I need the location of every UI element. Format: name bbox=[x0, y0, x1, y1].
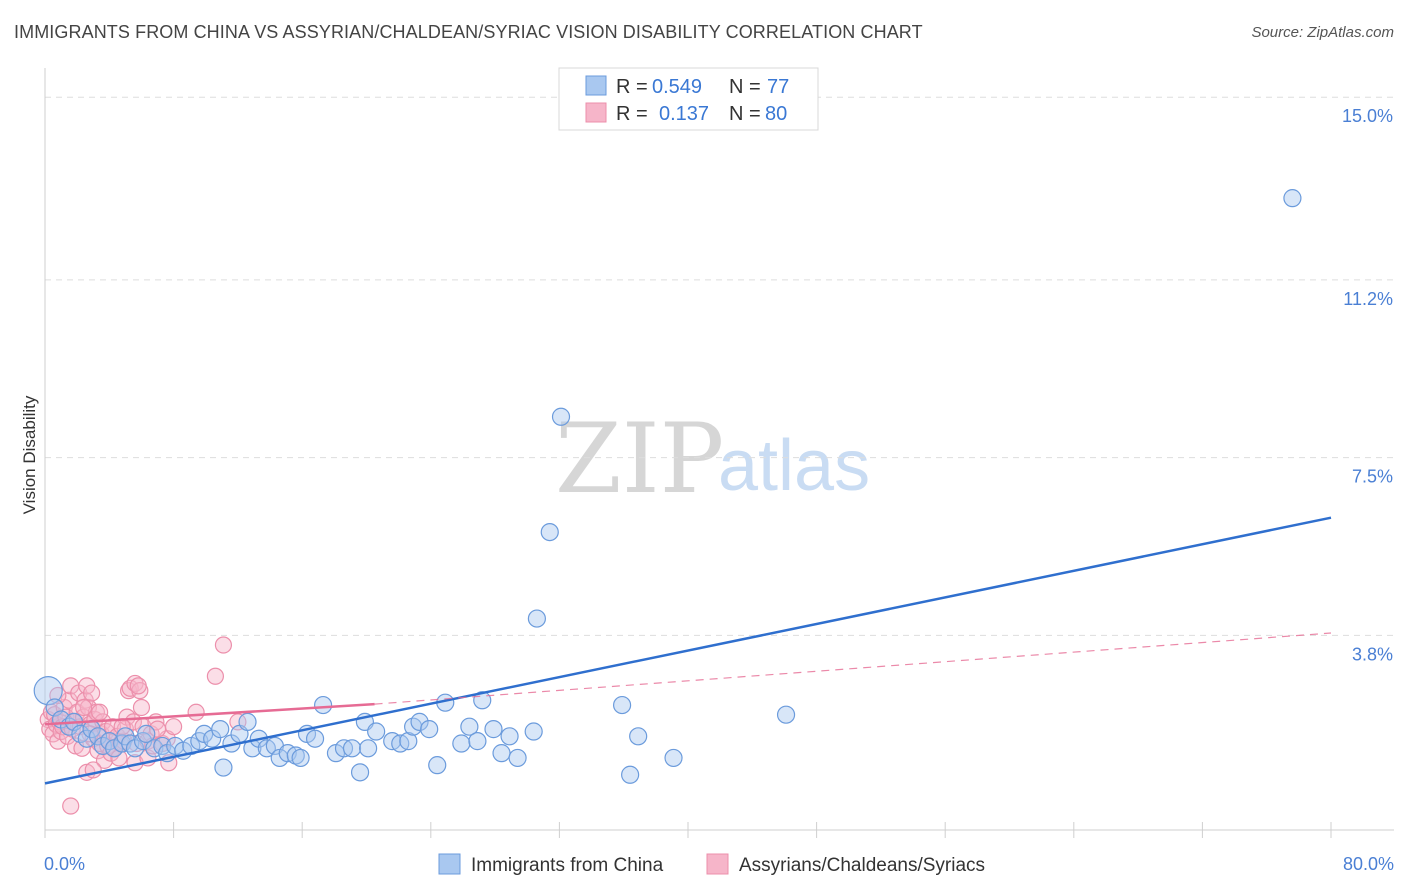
assyrian-point bbox=[110, 749, 128, 767]
china-point bbox=[410, 712, 429, 731]
assyrian-r-label: R = bbox=[616, 103, 648, 125]
assyrian-trend-line bbox=[44, 702, 375, 726]
china-point bbox=[551, 407, 571, 426]
assyrian-point bbox=[83, 684, 101, 702]
china-point bbox=[33, 676, 63, 706]
china-point bbox=[77, 729, 96, 748]
china-point bbox=[1283, 189, 1302, 208]
china-point bbox=[664, 748, 683, 768]
x-tick-marks bbox=[44, 822, 1332, 838]
y-axis-title: Vision Disability bbox=[20, 395, 39, 514]
assyrian-point bbox=[214, 636, 233, 654]
assyrian-point bbox=[91, 703, 109, 721]
y-tick-label: 11.2% bbox=[1343, 289, 1393, 309]
china-r-value: 0.549 bbox=[652, 76, 702, 98]
china-point bbox=[350, 763, 370, 782]
china-point bbox=[286, 746, 305, 765]
china-point bbox=[211, 720, 230, 739]
assyrian-point bbox=[103, 718, 122, 736]
china-n-label: N = bbox=[729, 76, 761, 98]
assyrian-point bbox=[148, 720, 167, 738]
assyrian-point bbox=[74, 698, 93, 717]
china-point bbox=[305, 729, 325, 748]
legend-china-label: Immigrants from China bbox=[471, 855, 664, 876]
china-point bbox=[540, 522, 559, 542]
gridlines bbox=[45, 96, 1394, 636]
china-r-label: R = bbox=[616, 76, 648, 98]
chart-title: IMMIGRANTS FROM CHINA VS ASSYRIAN/CHALDE… bbox=[14, 22, 923, 42]
china-point bbox=[629, 727, 648, 746]
watermark-zip: ZIP bbox=[555, 403, 724, 515]
assyrian-trend-extension bbox=[374, 632, 1332, 705]
x-tick-label-max: 80.0% bbox=[1343, 854, 1394, 874]
series-china-points bbox=[33, 189, 1302, 784]
assyrian-point bbox=[132, 698, 151, 717]
assyrian-point bbox=[62, 797, 80, 815]
china-point bbox=[508, 748, 527, 768]
legend-assyrian-label: Assyrians/Chaldeans/Syriacs bbox=[739, 855, 985, 876]
x-tick-label-min: 0.0% bbox=[44, 854, 85, 874]
china-point bbox=[776, 705, 796, 724]
china-point bbox=[527, 609, 546, 628]
assyrian-r-value: 0.137 bbox=[659, 103, 709, 125]
china-point bbox=[291, 748, 310, 768]
assyrian-swatch bbox=[585, 102, 607, 123]
y-tick-label: 7.5% bbox=[1352, 467, 1393, 487]
china-point bbox=[359, 739, 378, 758]
y-tick-label: 15.0% bbox=[1342, 106, 1393, 126]
china-point bbox=[524, 722, 543, 741]
china-point bbox=[137, 724, 156, 744]
china-point bbox=[88, 727, 108, 746]
stats-legend: R = 0.549 N = 77 R = 0.137 N = 80 bbox=[558, 67, 819, 131]
china-point bbox=[460, 717, 479, 736]
watermark-atlas: atlas bbox=[718, 426, 870, 506]
china-point bbox=[399, 732, 418, 751]
china-swatch bbox=[585, 75, 607, 96]
china-point bbox=[500, 727, 519, 746]
assyrian-point bbox=[95, 751, 114, 769]
china-point bbox=[452, 734, 471, 753]
y-tick-labels: 3.8% 7.5% 11.2% 15.0% bbox=[1342, 106, 1393, 664]
china-point bbox=[621, 765, 640, 784]
china-point bbox=[420, 720, 439, 739]
china-point bbox=[238, 712, 257, 731]
assyrian-n-value: 80 bbox=[765, 103, 787, 125]
china-point bbox=[367, 722, 386, 741]
assyrian-point bbox=[165, 718, 183, 736]
china-point bbox=[468, 732, 487, 751]
assyrian-point bbox=[206, 667, 224, 685]
assyrian-point bbox=[187, 703, 205, 721]
china-point bbox=[342, 739, 362, 758]
source-credit: Source: ZipAtlas.com bbox=[1251, 24, 1394, 41]
china-point bbox=[484, 720, 503, 739]
y-tick-label: 3.8% bbox=[1352, 644, 1393, 664]
china-point bbox=[428, 756, 447, 775]
series-legend: Immigrants from China Assyrians/Chaldean… bbox=[438, 853, 985, 876]
china-point bbox=[492, 744, 511, 763]
china-point bbox=[214, 758, 233, 777]
legend-assyrian-swatch bbox=[706, 853, 729, 875]
china-point bbox=[313, 695, 333, 715]
legend-china-swatch bbox=[438, 853, 461, 875]
assyrian-point bbox=[129, 677, 147, 695]
china-n-value: 77 bbox=[767, 76, 789, 98]
assyrian-n-label: N = bbox=[729, 103, 761, 125]
china-trend-line bbox=[44, 516, 1332, 785]
china-point bbox=[612, 695, 632, 715]
trend-lines bbox=[44, 516, 1332, 785]
